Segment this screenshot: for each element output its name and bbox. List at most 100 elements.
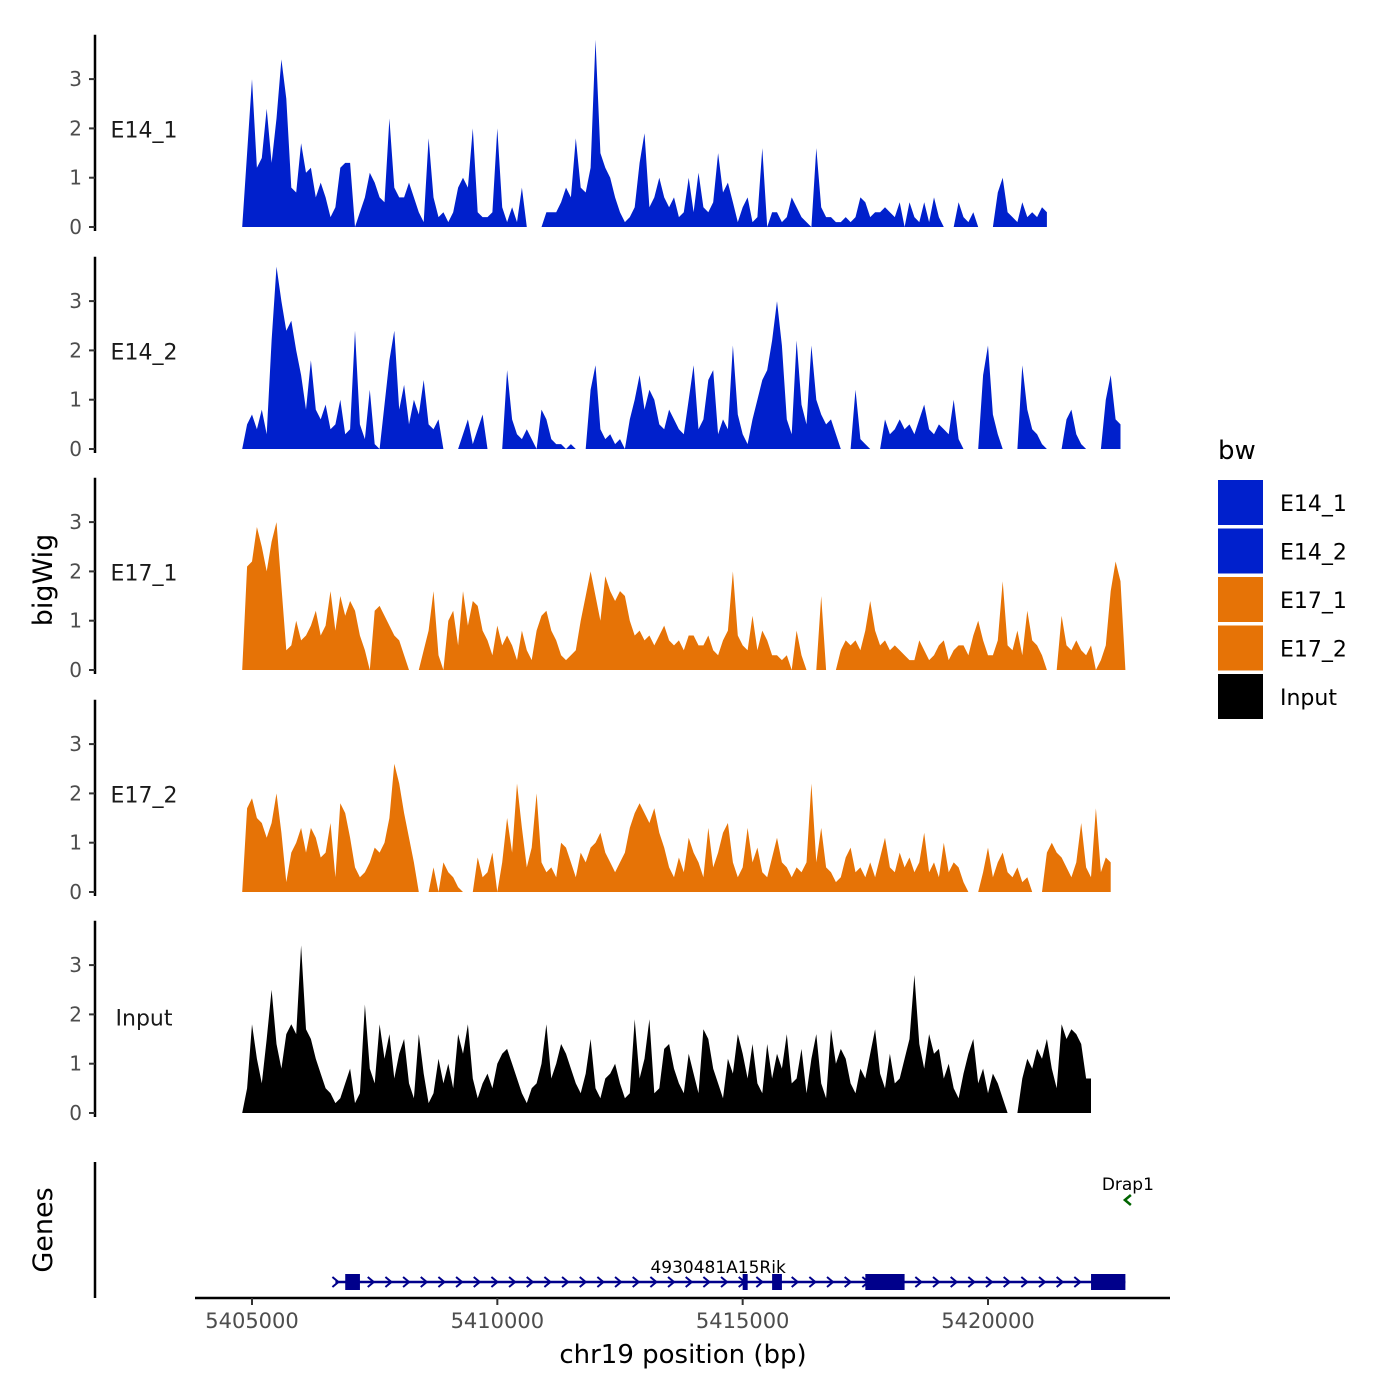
coverage-area-E17_1 xyxy=(242,522,1126,670)
track-panel-E17_2: 0 1 2 3 E17_2 xyxy=(69,699,1111,904)
legend-swatch-E17_1 xyxy=(1218,577,1263,622)
strand-arrow xyxy=(985,1276,994,1288)
track-label: Input xyxy=(116,1007,173,1032)
legend-label: Input xyxy=(1280,686,1337,711)
strand-arrow xyxy=(473,1276,482,1288)
strand-arrow xyxy=(1020,1276,1029,1288)
strand-arrow xyxy=(490,1276,499,1288)
strand-arrow xyxy=(614,1276,623,1288)
coverage-area-Input xyxy=(242,945,1091,1113)
track-label: E14_2 xyxy=(111,341,178,366)
strand-arrow xyxy=(685,1276,694,1288)
y-tick-label: 1 xyxy=(69,831,82,855)
track-panel-E14_2: 0 1 2 3 E14_2 xyxy=(69,256,1121,461)
strand-arrow xyxy=(808,1276,817,1288)
y-axis-title: bigWig xyxy=(28,534,59,627)
y-tick-label: 0 xyxy=(69,880,82,904)
legend-swatch-E14_2 xyxy=(1218,528,1263,574)
strand-arrow xyxy=(384,1276,393,1288)
strand-arrow xyxy=(755,1276,764,1288)
strand-arrow xyxy=(526,1276,535,1288)
coverage-area-E14_1 xyxy=(242,39,1047,228)
y-tick-label: 0 xyxy=(69,437,82,461)
y-tick-label: 3 xyxy=(69,289,82,313)
strand-arrow xyxy=(508,1276,517,1288)
strand-arrow xyxy=(1073,1276,1082,1288)
x-tick-label: 5405000 xyxy=(205,1309,299,1333)
coverage-area-E14_2 xyxy=(242,266,1121,449)
y-tick-label: 3 xyxy=(69,67,82,91)
y-tick-label: 1 xyxy=(69,388,82,412)
y-tick-label: 2 xyxy=(69,781,82,805)
strand-arrow xyxy=(1038,1276,1047,1288)
legend-swatch-E14_1 xyxy=(1218,480,1263,525)
x-axis-title: chr19 position (bp) xyxy=(559,1340,806,1370)
y-tick-label: 2 xyxy=(69,559,82,583)
strand-arrow xyxy=(455,1276,464,1288)
y-tick-label: 3 xyxy=(69,510,82,534)
legend: bw E14_1 E14_2 E17_1 E17_2 Input xyxy=(1218,436,1347,719)
track-label: E17_2 xyxy=(111,784,178,809)
y-tick-label: 1 xyxy=(69,609,82,633)
track-panel-Input: 0 1 2 3 Input xyxy=(69,920,1091,1125)
track-panel-E14_1: 0 1 2 3 E14_1 xyxy=(69,34,1047,239)
strand-arrow xyxy=(791,1276,800,1288)
legend-label: E17_1 xyxy=(1280,589,1347,614)
exon xyxy=(1091,1274,1126,1290)
track-label: E14_1 xyxy=(111,119,178,144)
legend-label: E14_2 xyxy=(1280,541,1347,566)
track-label: E17_1 xyxy=(111,562,178,587)
y-tick-label: 3 xyxy=(69,732,82,756)
y-tick-label: 2 xyxy=(69,116,82,140)
strand-arrow xyxy=(1055,1276,1065,1288)
gene-label: Drap1 xyxy=(1102,1175,1154,1195)
y-tick-label: 0 xyxy=(69,658,82,682)
exon xyxy=(772,1274,782,1290)
strand-arrow xyxy=(702,1276,711,1288)
tracks-group: 0 1 2 3 E14_1 0 1 2 3 E14_2 0 1 2 3 E17_1 0 1 2 3 E17_2 0 1 2 3… xyxy=(69,34,1126,1125)
y-tick-label: 0 xyxy=(69,1101,82,1125)
track-panel-E17_1: 0 1 2 3 E17_1 xyxy=(69,477,1126,682)
strand-arrow xyxy=(1003,1276,1012,1288)
strand-arrow xyxy=(914,1276,923,1288)
strand-arrow xyxy=(331,1276,340,1288)
strand-arrow xyxy=(561,1276,570,1288)
strand-arrow xyxy=(826,1276,835,1288)
gene-label: 4930481A15Rik xyxy=(650,1258,786,1278)
strand-arrow xyxy=(932,1276,941,1288)
strand-arrow xyxy=(649,1276,658,1288)
strand-arrow xyxy=(579,1276,588,1288)
x-axis: 5405000 5410000 5415000 5420000 xyxy=(195,1296,1170,1333)
y-tick-label: 1 xyxy=(69,1052,82,1076)
gene-Drap1: Drap1 xyxy=(1102,1175,1154,1206)
strand-arrow xyxy=(632,1276,641,1288)
x-tick-label: 5415000 xyxy=(696,1309,790,1333)
y-tick-label: 2 xyxy=(69,338,82,362)
exon xyxy=(345,1274,360,1290)
strand-arrow xyxy=(1122,1194,1132,1206)
strand-arrow xyxy=(950,1276,959,1288)
genes-panel: 4930481A15Rik Drap1 xyxy=(93,1162,1154,1298)
exon xyxy=(742,1274,748,1290)
exon xyxy=(865,1274,905,1290)
strand-arrow xyxy=(420,1276,429,1288)
gene-4930481A15Rik: 4930481A15Rik xyxy=(331,1258,1126,1290)
y-tick-label: 3 xyxy=(69,953,82,977)
strand-arrow xyxy=(720,1276,729,1288)
legend-label: E14_1 xyxy=(1280,492,1347,517)
strand-arrow xyxy=(596,1276,605,1288)
y-tick-label: 2 xyxy=(69,1002,82,1026)
legend-swatch-E17_2 xyxy=(1218,625,1263,671)
strand-arrow xyxy=(667,1276,676,1288)
y-tick-label: 0 xyxy=(69,215,82,239)
legend-label: E17_2 xyxy=(1280,638,1347,663)
strand-arrow xyxy=(844,1276,853,1288)
strand-arrow xyxy=(402,1276,411,1288)
coverage-area-E17_2 xyxy=(242,763,1111,892)
strand-arrow xyxy=(437,1276,446,1288)
legend-title: bw xyxy=(1218,436,1256,466)
x-tick-label: 5410000 xyxy=(451,1309,545,1333)
genes-axis-title: Genes xyxy=(28,1187,59,1272)
strand-arrow xyxy=(543,1276,552,1288)
